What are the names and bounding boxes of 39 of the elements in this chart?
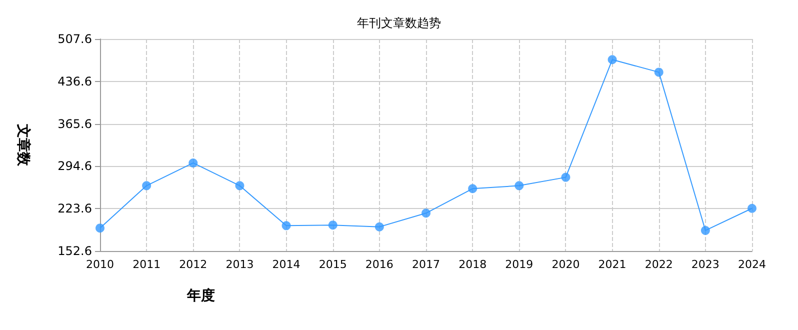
x-tick-label: 2021	[598, 258, 626, 271]
y-tick-label: 294.6	[58, 159, 92, 174]
point	[654, 68, 664, 77]
x-tick-label: 2016	[365, 258, 394, 271]
point	[422, 208, 430, 218]
x-tick-label: 2012	[179, 258, 208, 271]
x-axis-title: 年度	[186, 287, 215, 304]
y-tick-label: 436.6	[58, 74, 92, 88]
x-tick-label: 2015	[318, 258, 347, 271]
point	[608, 55, 617, 64]
point	[188, 158, 198, 168]
point	[561, 172, 570, 182]
x-tick-label: 2024	[738, 258, 766, 271]
x-tick-label: 2013	[226, 258, 254, 271]
y-tick-label: 223.6	[58, 202, 92, 216]
x-tick-label: 2023	[691, 258, 720, 271]
x-tick-label: 2020	[552, 258, 580, 271]
x-tick-label: 2017	[412, 258, 440, 271]
y-axis-title: 文章数	[15, 123, 32, 167]
point	[235, 181, 244, 190]
point	[142, 181, 152, 190]
point	[328, 220, 338, 230]
x-tick-label: 2011	[132, 258, 161, 271]
x-tick-label: 2014	[272, 258, 300, 271]
point	[374, 222, 384, 232]
point	[514, 181, 524, 190]
point	[96, 224, 104, 233]
y-tick-label: 365.6	[58, 116, 92, 131]
point	[282, 221, 291, 230]
point	[468, 184, 478, 194]
x-tick-label: 2018	[458, 258, 487, 271]
y-tick-label: 507.6	[58, 32, 92, 46]
point	[748, 204, 756, 213]
x-tick-label: 2022	[644, 258, 673, 271]
point	[700, 226, 710, 235]
x-tick-label: 2019	[505, 258, 534, 271]
x-tick-label: 2010	[86, 258, 114, 271]
y-tick-label: 152.6	[58, 244, 92, 258]
chart-title: 年刊文章数趋势	[357, 16, 441, 30]
